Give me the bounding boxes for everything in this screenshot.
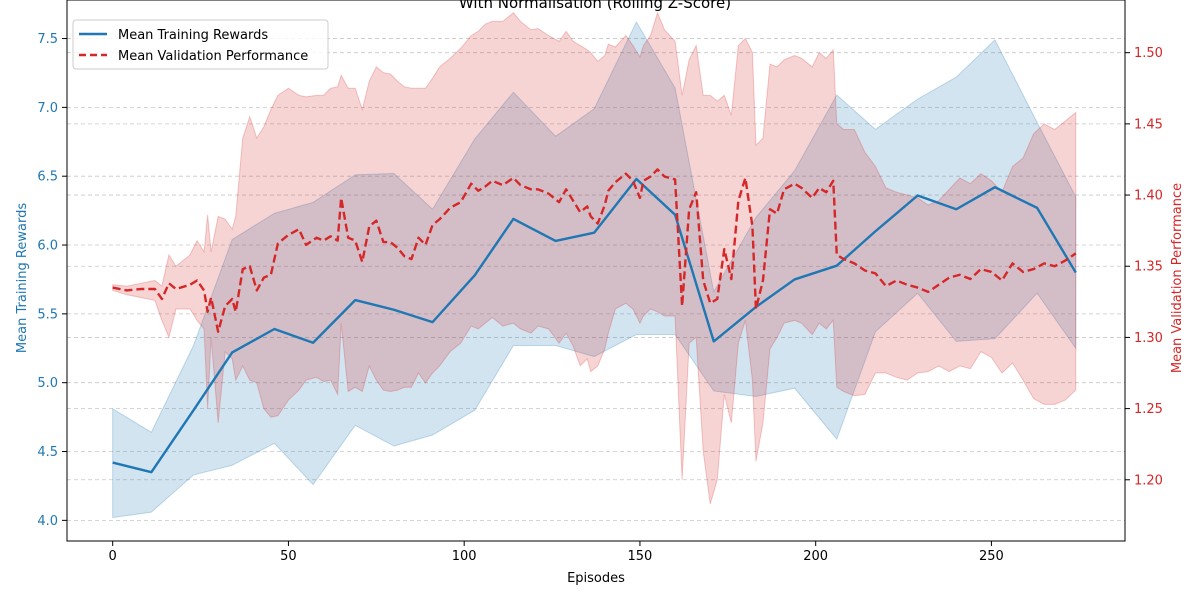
left-y-tick-label-6: 7.0: [37, 101, 58, 116]
right-y-tick-label-0: 1.20: [1134, 473, 1163, 488]
x-tick-label-5: 250: [979, 549, 1004, 564]
x-tick-label-0: 0: [109, 549, 117, 564]
x-tick-label-1: 50: [280, 549, 297, 564]
left-y-tick-label-2: 5.0: [37, 376, 58, 391]
left-y-tick-label-3: 5.5: [37, 307, 58, 322]
x-tick-label-2: 100: [452, 549, 477, 564]
legend: Mean Training Rewards Mean Validation Pe…: [72, 19, 329, 70]
legend-box: [72, 19, 329, 70]
plot-frame: [66, 0, 1126, 542]
right-y-tick-label-6: 1.50: [1134, 46, 1163, 61]
left-y-axis: 4.0 4.5 5.0 5.5 6.0 6.5 7.0 7.5: [37, 32, 67, 529]
x-axis: 0 50 100 150 200 250: [109, 541, 1004, 564]
x-tick-label-3: 150: [628, 549, 653, 564]
left-y-tick-label-0: 4.0: [37, 514, 58, 529]
legend-training-label: Mean Training Rewards: [118, 28, 268, 43]
grid-lines: [67, 38, 1125, 521]
left-y-axis-title: Mean Training Rewards: [15, 203, 30, 353]
right-y-tick-label-5: 1.45: [1134, 117, 1163, 132]
training-confidence-band: [112, 20, 1077, 519]
left-y-tick-label-5: 6.5: [37, 170, 58, 185]
chart-title: With Normalisation (Rolling Z-Score): [459, 0, 731, 12]
left-y-tick-label-7: 7.5: [37, 32, 58, 47]
right-y-tick-label-3: 1.35: [1134, 260, 1163, 275]
left-y-tick-label-1: 4.5: [37, 445, 58, 460]
legend-validation-label: Mean Validation Performance: [118, 49, 308, 64]
right-y-tick-label-2: 1.30: [1134, 331, 1163, 346]
confidence-bands: [112, 11, 1077, 519]
left-y-tick-label-4: 6.0: [37, 239, 58, 254]
validation-confidence-band: [112, 11, 1077, 505]
series-lines: [112, 168, 1077, 474]
right-y-tick-label-1: 1.25: [1134, 402, 1163, 417]
x-tick-label-4: 200: [803, 549, 828, 564]
training-series-line: [112, 177, 1077, 474]
right-y-axis-title: Mean Validation Performance: [1170, 183, 1185, 373]
validation-series-line: [112, 168, 1077, 333]
right-y-axis: 1.20 1.25 1.30 1.35 1.40 1.45 1.50: [1125, 46, 1163, 488]
x-axis-title: Episodes: [567, 571, 625, 586]
right-y-tick-label-4: 1.40: [1134, 189, 1163, 204]
